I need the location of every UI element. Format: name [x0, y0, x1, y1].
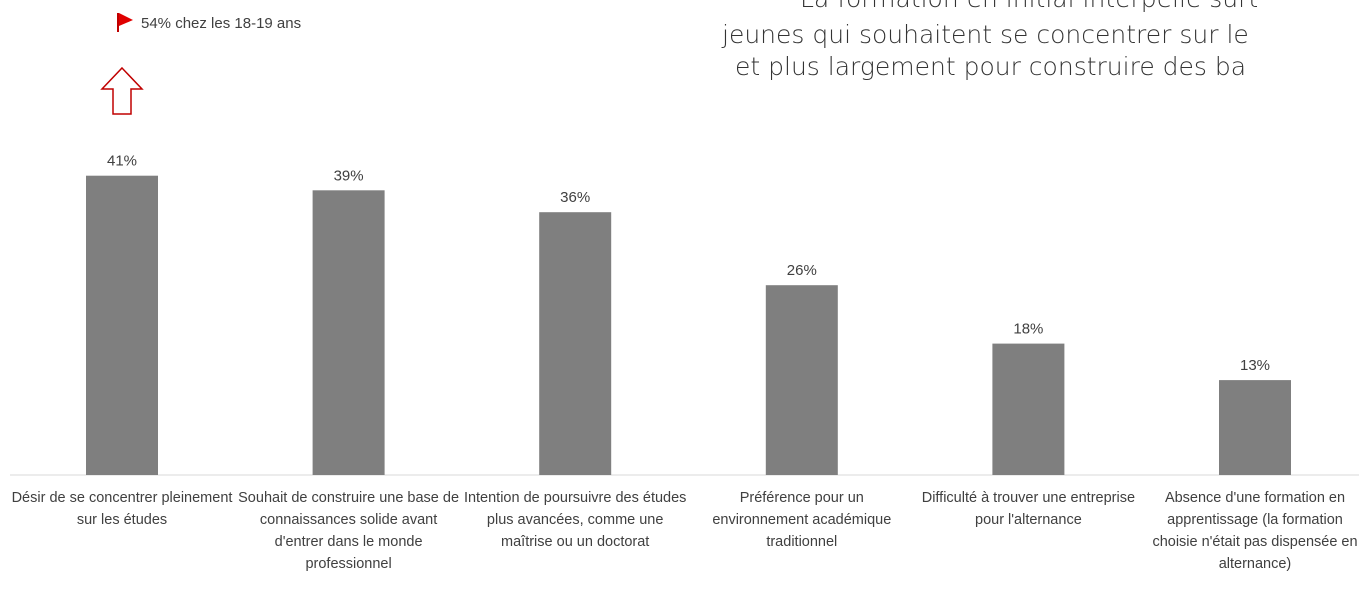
x-tick-label: Désir de se concentrer pleinement sur le… — [11, 490, 233, 528]
value-label: 36% — [560, 189, 590, 206]
x-tick-label: Difficulté à trouver une entreprise pour… — [921, 490, 1136, 528]
x-tick-label: Intention de poursuivre des études plus … — [463, 490, 687, 550]
value-label: 18% — [1013, 321, 1043, 338]
annotation: 54% chez les 18-19 ans — [141, 15, 301, 32]
heading-line: jeunes qui souhaitent se concentrer sur … — [722, 20, 1249, 49]
bar — [539, 212, 612, 475]
heading-line: La formation en initial interpelle surt — [800, 0, 1258, 13]
up-arrow — [100, 66, 144, 115]
value-label: 39% — [334, 167, 364, 184]
x-tick-label: Souhait de construire une base de connai… — [238, 490, 460, 572]
bar — [765, 285, 838, 475]
bar — [86, 175, 158, 475]
value-label: 41% — [107, 153, 137, 170]
x-tick-label: Préférence pour un environnement académi… — [712, 490, 892, 550]
x-tick-label: Absence d'une formation en apprentissage… — [1152, 490, 1358, 572]
value-label: 13% — [1240, 357, 1270, 374]
value-label: 26% — [787, 262, 817, 279]
flag-icon — [117, 13, 133, 32]
heading-line: et plus largement pour construire des ba — [735, 52, 1247, 81]
bar — [312, 190, 385, 476]
bar — [992, 343, 1065, 475]
bar — [1219, 380, 1291, 475]
